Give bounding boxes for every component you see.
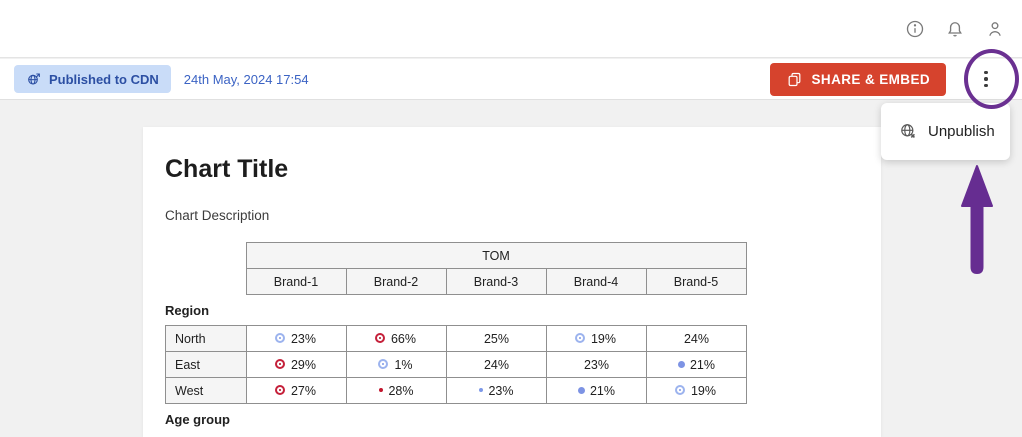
- more-options-kebab-icon[interactable]: [972, 65, 1000, 93]
- cell-value: 29%: [290, 357, 317, 372]
- cell-value: 25%: [483, 331, 510, 346]
- value-marker-icon: [276, 387, 283, 394]
- column-header: Brand-5: [645, 268, 747, 295]
- value-marker-icon: [479, 388, 484, 393]
- column-header: Brand-4: [545, 268, 647, 295]
- cell-value: 66%: [390, 331, 417, 346]
- column-header: Brand-3: [445, 268, 547, 295]
- row-label: North: [165, 325, 247, 352]
- kebab-dropdown-menu: Unpublish: [881, 103, 1010, 160]
- notifications-bell-icon[interactable]: [944, 18, 966, 40]
- column-header: Brand-2: [345, 268, 447, 295]
- chart-description: Chart Description: [165, 208, 270, 223]
- cell-value: 28%: [388, 383, 414, 398]
- cell-value: 24%: [683, 331, 710, 346]
- value-marker-icon: [379, 388, 384, 393]
- chart-table-header: TOM Brand-1 Brand-2 Brand-3 Brand-4 Bran…: [165, 242, 747, 295]
- row-group-label-age-group: Age group: [165, 412, 230, 427]
- cell-value: 23%: [290, 331, 317, 346]
- row-label: East: [165, 351, 247, 378]
- value-marker-icon: [576, 335, 583, 342]
- globe-off-icon: [899, 122, 918, 141]
- value-marker-icon: [376, 335, 383, 342]
- table-cell: 21%: [546, 377, 647, 404]
- value-marker-icon: [676, 387, 683, 394]
- table-cell: 25%: [446, 325, 547, 352]
- chart-table-body: North 23% 66% 25% 19% 24% East 29% 1% 24…: [165, 325, 747, 404]
- publish-timestamp: 24th May, 2024 17:54: [183, 71, 309, 87]
- cell-value: 19%: [590, 331, 617, 346]
- cell-value: 1%: [394, 357, 413, 372]
- table-cell: 66%: [346, 325, 447, 352]
- table-row: West 27% 28% 23% 21% 19%: [165, 377, 747, 404]
- table-cell: 23%: [546, 351, 647, 378]
- share-embed-button[interactable]: SHARE & EMBED: [769, 62, 946, 96]
- table-row: East 29% 1% 24% 23% 21%: [165, 351, 747, 378]
- table-cell: 21%: [646, 351, 747, 378]
- cell-value: 24%: [483, 357, 510, 372]
- column-group-header: TOM: [245, 242, 747, 269]
- table-cell: 27%: [246, 377, 347, 404]
- value-marker-icon: [577, 386, 585, 394]
- info-icon[interactable]: [904, 18, 926, 40]
- row-label: West: [165, 377, 247, 404]
- table-cell: 23%: [446, 377, 547, 404]
- globe-published-icon: [26, 71, 42, 87]
- row-group-label-region: Region: [165, 303, 210, 318]
- table-cell: 24%: [446, 351, 547, 378]
- table-cell: 24%: [646, 325, 747, 352]
- published-badge-label: Published to CDN: [49, 71, 159, 87]
- cell-value: 23%: [488, 383, 514, 398]
- top-header: [0, 0, 1022, 58]
- share-embed-label: SHARE & EMBED: [811, 71, 930, 87]
- menu-item-unpublish[interactable]: Unpublish: [928, 123, 995, 140]
- value-marker-icon: [276, 335, 283, 342]
- cell-value: 21%: [689, 357, 716, 372]
- table-cell: 23%: [246, 325, 347, 352]
- value-marker-icon: [380, 361, 387, 368]
- table-cell: 28%: [346, 377, 447, 404]
- value-marker-icon: [276, 361, 283, 368]
- column-header: Brand-1: [245, 268, 347, 295]
- table-cell: 19%: [546, 325, 647, 352]
- chart-title: Chart Title: [165, 155, 289, 183]
- value-marker-icon: [677, 360, 685, 368]
- cell-value: 19%: [690, 383, 717, 398]
- chart-card: Chart Title Chart Description TOM Brand-…: [143, 127, 881, 437]
- cell-value: 21%: [589, 383, 616, 398]
- profile-person-icon[interactable]: [984, 18, 1006, 40]
- published-status-badge: Published to CDN: [14, 65, 171, 93]
- table-cell: 29%: [246, 351, 347, 378]
- cell-value: 23%: [583, 357, 610, 372]
- table-cell: 19%: [646, 377, 747, 404]
- publish-toolbar: Published to CDN 24th May, 2024 17:54 SH…: [0, 59, 1022, 100]
- page-content: Chart Title Chart Description TOM Brand-…: [0, 100, 1022, 437]
- cell-value: 27%: [290, 383, 317, 398]
- table-row: North 23% 66% 25% 19% 24%: [165, 325, 747, 352]
- table-cell: 1%: [346, 351, 447, 378]
- copy-icon: [788, 72, 800, 86]
